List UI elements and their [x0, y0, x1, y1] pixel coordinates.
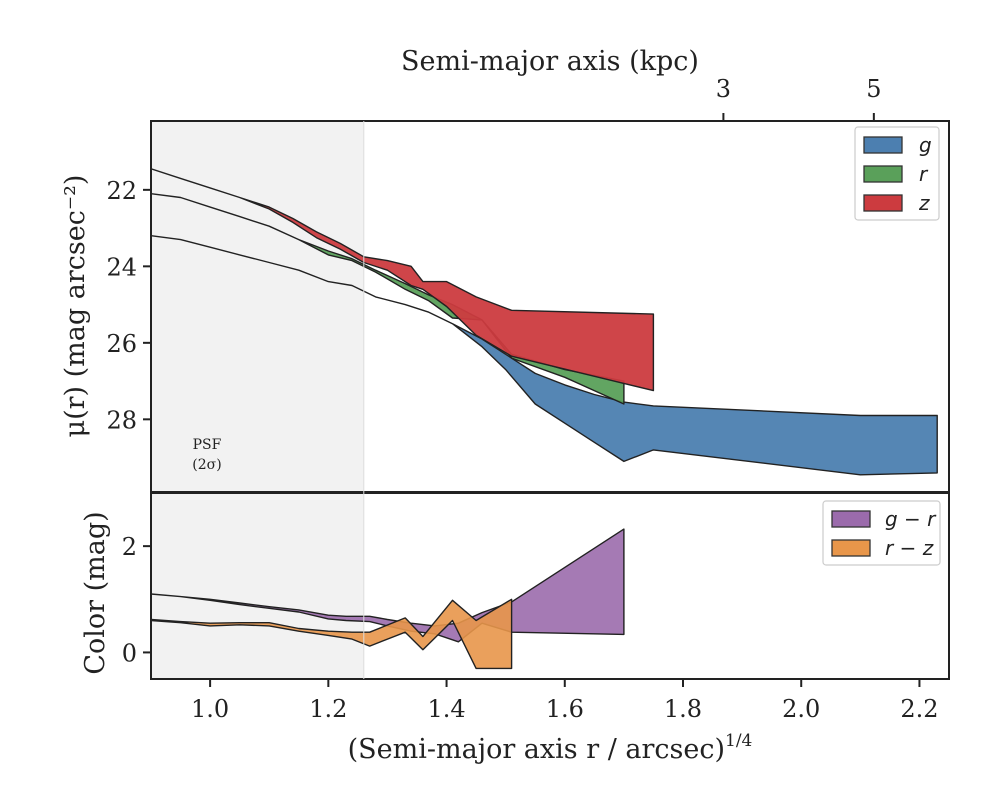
legend-label-z: z	[918, 191, 930, 215]
legend-label-g-r: g − r	[885, 507, 937, 531]
top-y-tick-label: 22	[106, 177, 137, 205]
legend-label-r: r	[919, 162, 929, 186]
band-r	[151, 193, 625, 405]
top-y-ticks: 22 24 26 28	[106, 177, 151, 434]
bottom-x-ticks: 1.0 1.2 1.4 1.6 1.8 2.0 2.2	[191, 679, 939, 723]
legend-swatch-g	[863, 136, 903, 154]
surface-brightness-areas	[151, 168, 938, 476]
top-y-tick-label: 28	[106, 406, 137, 434]
kpc-tick-label: 3	[716, 75, 731, 103]
legend-label-g: g	[919, 133, 932, 157]
top-y-axis-title: μ(r) (mag arcsec⁻²)	[60, 175, 91, 438]
psf-region-bottom	[151, 493, 364, 679]
x-axis-title: (Semi-major axis r / arcsec)1/4	[348, 731, 753, 765]
legend-swatch-g-r	[831, 510, 871, 528]
band-z	[151, 168, 655, 392]
bottom-x-tick-label: 1.4	[427, 695, 465, 723]
psf-sigma-label: (2σ)	[192, 457, 221, 473]
legend-label-r-z: r − z	[885, 536, 934, 560]
bottom-y-tick-label: 2	[122, 533, 137, 561]
bottom-x-tick-label: 2.2	[900, 695, 938, 723]
top-legend: g r z	[854, 126, 940, 221]
bottom-x-tick-label: 1.0	[191, 695, 229, 723]
kpc-tick-label: 5	[866, 75, 881, 103]
band-rz	[151, 598, 513, 670]
kpc-ticks: 351020305075100	[716, 75, 881, 121]
bottom-x-tick-label: 1.8	[664, 695, 702, 723]
legend-swatch-r	[863, 165, 903, 183]
bottom-x-tick-label: 2.0	[782, 695, 820, 723]
bottom-panel-frame	[150, 492, 950, 680]
bottom-x-tick-label: 1.6	[546, 695, 584, 723]
color-areas	[151, 528, 625, 670]
legend-swatch-z	[863, 194, 903, 212]
color-panel: 02 1.0 1.2 1.4 1.6 1.8 2.0 2.2 Color (mag) (Se…	[80, 492, 950, 765]
top-y-tick-label: 26	[106, 330, 137, 358]
bottom-y-axis-title: Color (mag)	[80, 511, 111, 674]
band-g	[151, 235, 938, 476]
bottom-x-tick-label: 1.2	[309, 695, 347, 723]
kpc-axis-title: Semi-major axis (kpc)	[401, 46, 699, 77]
x-axis-title-exponent: 1/4	[725, 731, 752, 751]
bottom-y-tick-label: 0	[122, 639, 137, 667]
bottom-y-ticks: 02	[122, 533, 151, 667]
x-axis-title-main: (Semi-major axis r / arcsec)	[348, 734, 725, 765]
top-y-tick-label: 24	[106, 253, 137, 281]
bottom-legend: g − r r − z	[822, 500, 941, 566]
psf-region	[151, 121, 364, 492]
legend-swatch-r-z	[831, 539, 871, 557]
psf-label: PSF	[193, 437, 222, 453]
